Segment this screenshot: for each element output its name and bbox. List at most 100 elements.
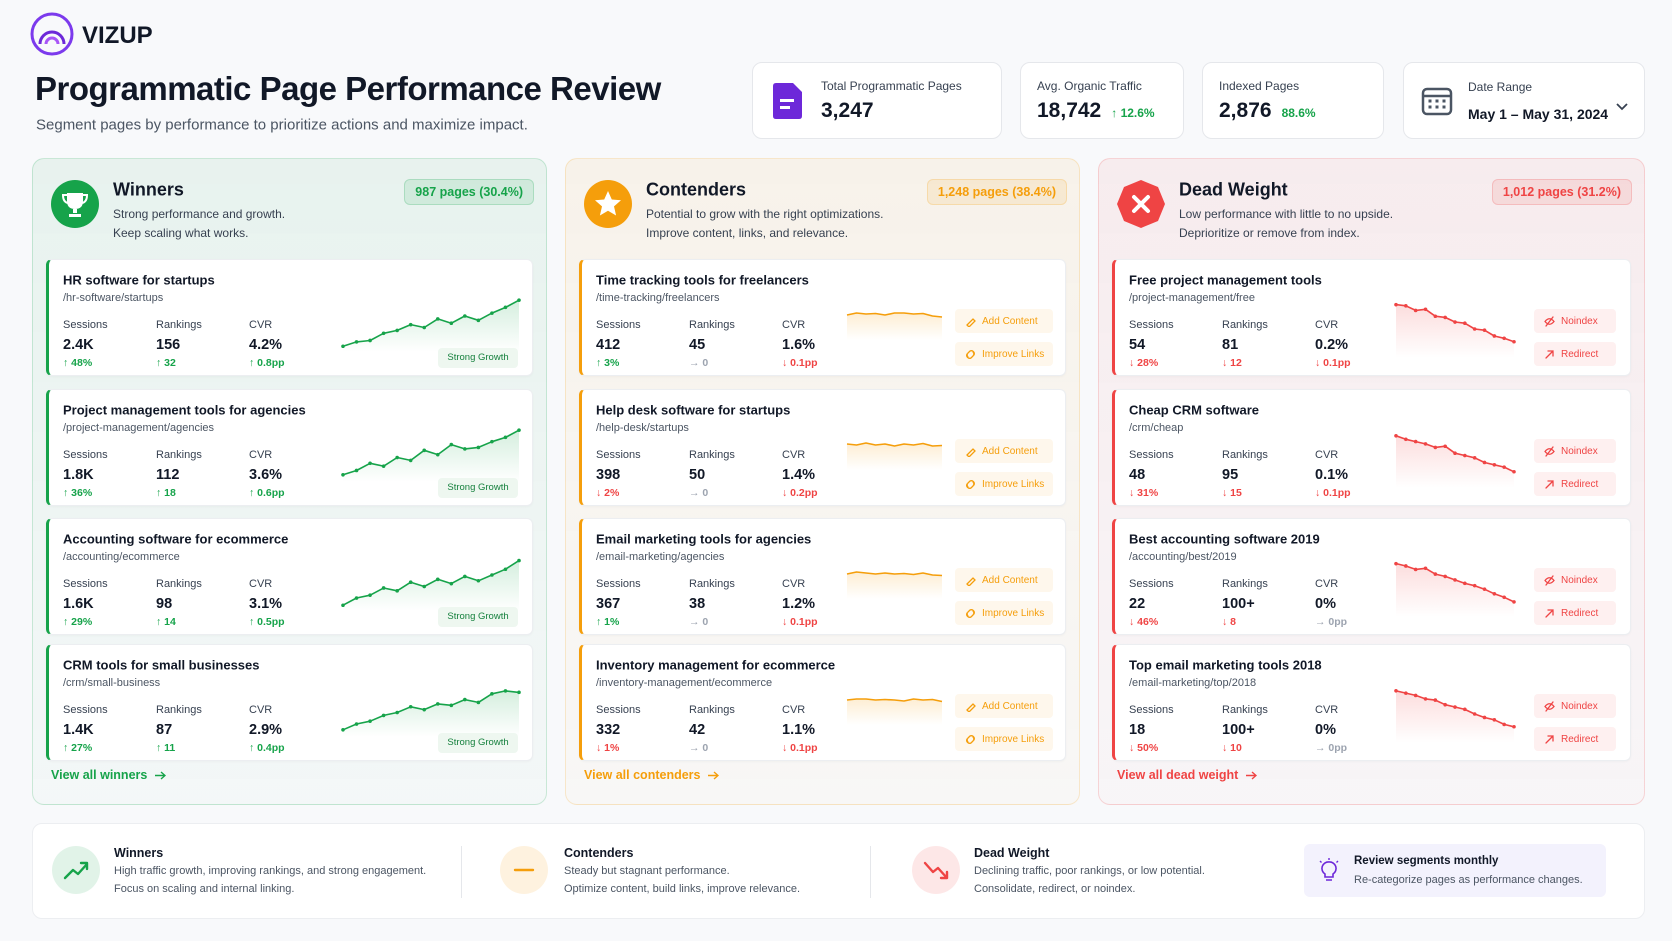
legend-box: Winners High traffic growth, improving ra… bbox=[32, 823, 1645, 919]
sparkline bbox=[1394, 561, 1516, 617]
action-button[interactable]: Noindex bbox=[1534, 694, 1616, 718]
sparkline-point bbox=[381, 586, 386, 590]
kpi-value: 2,876 bbox=[1219, 99, 1272, 122]
page-title: Free project management tools bbox=[1129, 272, 1322, 288]
sparkline-area bbox=[847, 699, 942, 725]
sparkline-point bbox=[368, 593, 372, 597]
page-url: /help-desk/startups bbox=[596, 422, 689, 434]
segment-description: Strong performance and growth. bbox=[113, 207, 286, 221]
page-card: Project management tools for agencies/pr… bbox=[46, 389, 533, 506]
metric-label: Sessions bbox=[596, 319, 641, 331]
page-url: /email-marketing/top/2018 bbox=[1129, 677, 1257, 689]
sparkline bbox=[341, 298, 521, 352]
action-button[interactable]: Redirect bbox=[1534, 342, 1616, 366]
sparkline-point bbox=[1512, 724, 1516, 729]
kpi-value: 3,247 bbox=[821, 99, 874, 122]
metric-label: CVR bbox=[249, 704, 273, 716]
tip-title: Review segments monthly bbox=[1354, 855, 1499, 867]
action-button[interactable]: Improve Links bbox=[955, 601, 1053, 625]
action-button[interactable]: Add Content bbox=[955, 568, 1053, 592]
metric-value: 2.9% bbox=[249, 722, 283, 738]
button-icon bbox=[1544, 315, 1555, 327]
metric-change: ↓ 8 bbox=[1222, 616, 1237, 628]
legend-icon bbox=[912, 846, 960, 894]
calendar-dot bbox=[1428, 99, 1432, 103]
sparkline-area bbox=[1396, 435, 1514, 488]
sparkline-area bbox=[343, 300, 519, 352]
sparkline-point bbox=[503, 305, 508, 310]
action-button[interactable]: Redirect bbox=[1534, 601, 1616, 625]
view-all-link[interactable]: View all contenders bbox=[584, 768, 720, 782]
metric-label: CVR bbox=[1315, 578, 1339, 590]
sparkline-point bbox=[1394, 561, 1398, 566]
kpi-card[interactable]: Date Range May 1 – May 31, 2024 bbox=[1403, 62, 1645, 139]
action-button[interactable]: Add Content bbox=[955, 694, 1053, 718]
view-all-link[interactable]: View all winners bbox=[51, 768, 167, 782]
sparkline-point bbox=[1404, 691, 1408, 695]
view-all-link[interactable]: View all dead weight bbox=[1117, 768, 1258, 782]
page-title: Help desk software for startups bbox=[596, 402, 791, 418]
sparkline-point bbox=[1433, 698, 1438, 702]
sparkline-point bbox=[449, 581, 454, 586]
segment-icon bbox=[1117, 180, 1165, 228]
action-button[interactable]: Noindex bbox=[1534, 309, 1616, 333]
action-button[interactable]: Redirect bbox=[1534, 472, 1616, 496]
sparkline-point bbox=[1413, 567, 1418, 572]
page-card: Inventory management for ecommerce/inven… bbox=[579, 644, 1066, 761]
metric-label: CVR bbox=[782, 704, 806, 716]
action-button[interactable]: Noindex bbox=[1534, 568, 1616, 592]
page-card: Top email marketing tools 2018/email-mar… bbox=[1112, 644, 1631, 761]
sparkline-point bbox=[395, 710, 399, 715]
action-button[interactable]: Improve Links bbox=[955, 472, 1053, 496]
metric-change: ↓ 1% bbox=[596, 742, 620, 754]
action-label: Redirect bbox=[1561, 733, 1599, 745]
action-button[interactable]: Noindex bbox=[1534, 439, 1616, 463]
sparkline-point bbox=[1472, 712, 1477, 716]
metric-value: 54 bbox=[1129, 337, 1146, 353]
metric-change: ↑ 32 bbox=[156, 357, 176, 369]
action-button[interactable]: Add Content bbox=[955, 309, 1053, 333]
action-button[interactable]: Improve Links bbox=[955, 342, 1053, 366]
logo-ring bbox=[30, 12, 74, 56]
metric-label: Rankings bbox=[1222, 319, 1268, 331]
sparkline-point bbox=[422, 448, 427, 453]
sparkline-point bbox=[341, 473, 345, 477]
metric-label: Rankings bbox=[156, 319, 202, 331]
sparkline-point bbox=[1512, 469, 1516, 474]
metric-value: 0.1% bbox=[1315, 467, 1349, 483]
action-button[interactable]: Add Content bbox=[955, 439, 1053, 463]
metric-value: 4.2% bbox=[249, 337, 283, 353]
metric-change: ↑ 0.8pp bbox=[249, 357, 285, 369]
metric-change: → 0 bbox=[689, 487, 709, 499]
action-button[interactable]: Improve Links bbox=[955, 727, 1053, 751]
sparkline-point bbox=[1433, 314, 1438, 319]
metric-label: Sessions bbox=[63, 319, 108, 331]
button-glyph bbox=[1545, 349, 1554, 359]
legend-divider bbox=[870, 846, 871, 898]
logo-arc bbox=[38, 30, 66, 45]
sparkline-point bbox=[517, 558, 521, 563]
bulb-shape bbox=[1321, 861, 1337, 881]
button-icon bbox=[966, 317, 976, 327]
metric-change: ↑ 27% bbox=[63, 742, 93, 754]
link-arrow bbox=[708, 770, 720, 780]
metric-label: CVR bbox=[782, 449, 806, 461]
sparkline-point bbox=[1512, 339, 1516, 344]
metric-label: Sessions bbox=[63, 449, 108, 461]
metric-value: 0% bbox=[1315, 722, 1336, 738]
tip-box: Review segments monthly Re-categorize pag… bbox=[1304, 844, 1606, 897]
action-label: Improve Links bbox=[982, 733, 1045, 745]
action-button[interactable]: Redirect bbox=[1534, 727, 1616, 751]
page-card: HR software for startups/hr-software/sta… bbox=[46, 259, 533, 376]
page-url: /inventory-management/ecommerce bbox=[596, 677, 773, 689]
sparkline-line bbox=[846, 442, 943, 447]
metric-value: 0.2% bbox=[1315, 337, 1349, 353]
bulb-rays bbox=[1319, 858, 1339, 863]
metric-change: ↓ 28% bbox=[1129, 357, 1159, 369]
sparkline-area bbox=[847, 572, 942, 599]
sparkline-point bbox=[1482, 460, 1487, 465]
page-card: CRM tools for small businesses/crm/small… bbox=[46, 644, 533, 761]
sparkline-point bbox=[381, 331, 386, 336]
doc-icon bbox=[773, 83, 802, 119]
status-badge: Strong Growth bbox=[438, 478, 518, 498]
